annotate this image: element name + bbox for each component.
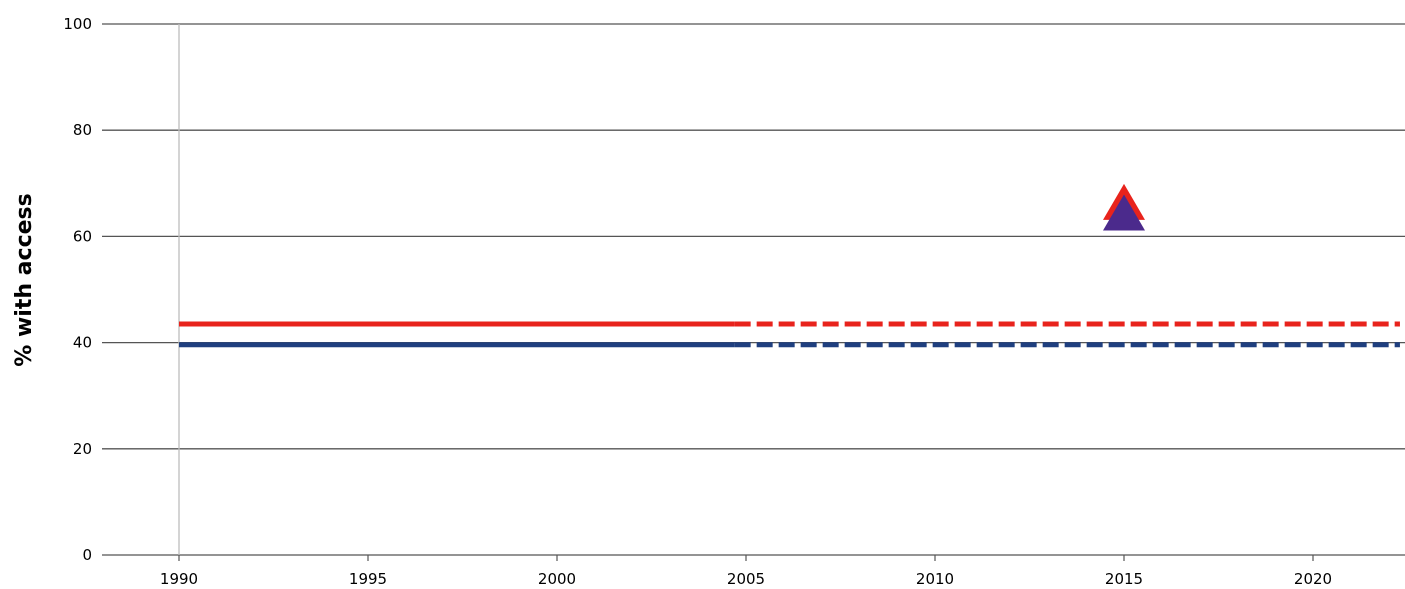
axes [178,24,1314,561]
x-tick-label: 2000 [538,570,576,588]
tick-labels: 0 20 40 60 80 100 1990 1995 2000 2005 2010 2015 2020 [63,15,1332,588]
gridlines [102,23,1405,556]
x-tick-label: 2015 [1105,570,1143,588]
x-tick-label: 2020 [1294,570,1332,588]
target-markers [1103,183,1145,231]
series-lines [179,321,1400,348]
y-tick-label: 40 [73,334,92,352]
x-tick-label: 2010 [916,570,954,588]
y-axis-label: % with access [12,193,37,366]
y-tick-label: 0 [82,546,92,564]
x-tick-label: 1995 [349,570,387,588]
y-tick-label: 20 [73,440,92,458]
x-tick-label: 1990 [160,570,198,588]
triangle-marker [1103,194,1145,231]
x-tick-label: 2005 [727,570,765,588]
y-tick-label: 60 [73,227,92,245]
y-tick-label: 100 [63,15,92,33]
y-tick-label: 80 [73,121,92,139]
